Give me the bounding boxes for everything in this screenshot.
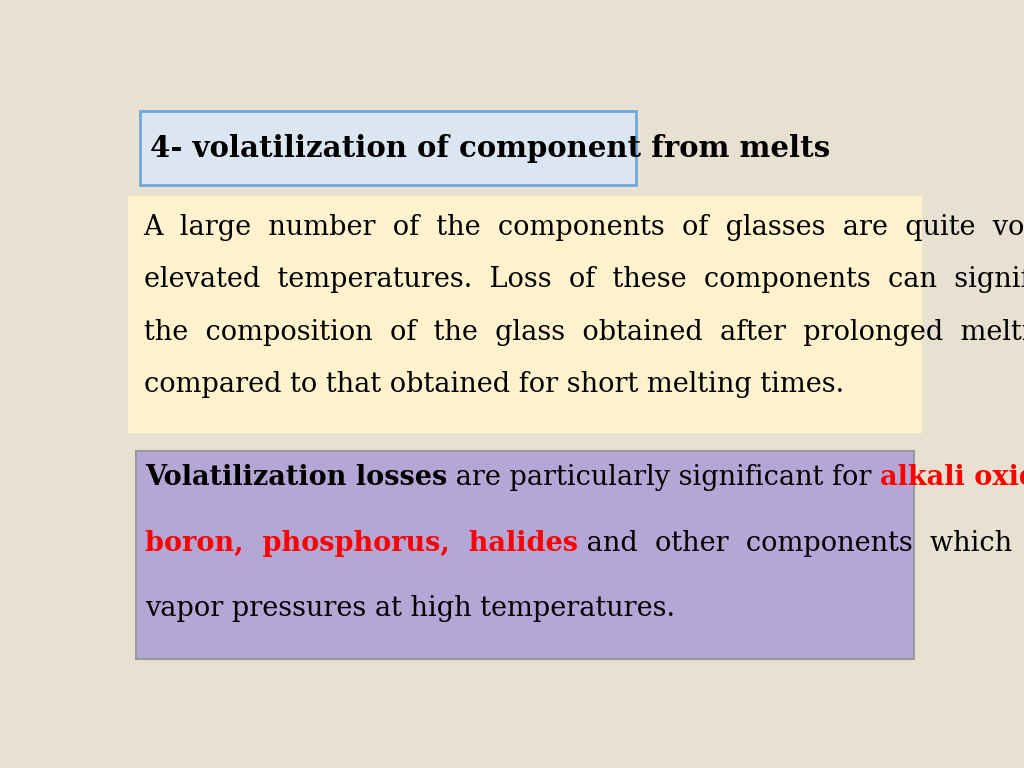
Text: 4- volatilization of component from melts: 4- volatilization of component from melt…	[150, 134, 829, 163]
Text: elevated  temperatures.  Loss  of  these  components  can  significantly  alter: elevated temperatures. Loss of these com…	[143, 266, 1024, 293]
Text: vapor pressures at high temperatures.: vapor pressures at high temperatures.	[145, 595, 675, 622]
Text: compared to that obtained for short melting times.: compared to that obtained for short melt…	[143, 371, 844, 398]
Text: are particularly significant for: are particularly significant for	[447, 464, 881, 491]
Text: boron,  phosphorus,  halides: boron, phosphorus, halides	[145, 529, 579, 557]
Text: Volatilization losses: Volatilization losses	[145, 464, 447, 491]
Text: and  other  components  which  have  high: and other components which have high	[579, 529, 1024, 557]
FancyBboxPatch shape	[128, 196, 922, 433]
FancyBboxPatch shape	[136, 451, 913, 659]
FancyBboxPatch shape	[139, 111, 636, 184]
Text: A  large  number  of  the  components  of  glasses  are  quite  volatile  at: A large number of the components of glas…	[143, 214, 1024, 241]
Text: alkali oxides: alkali oxides	[881, 464, 1024, 491]
Text: the  composition  of  the  glass  obtained  after  prolonged  melting,  as: the composition of the glass obtained af…	[143, 319, 1024, 346]
